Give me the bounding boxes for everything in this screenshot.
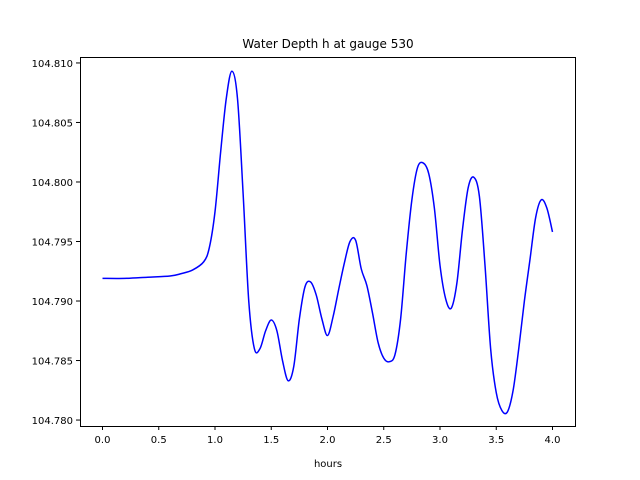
x-tick-label: 4.0 bbox=[545, 435, 561, 446]
x-axis-label: hours bbox=[314, 459, 342, 470]
y-tick-label: 104.780 bbox=[32, 416, 73, 427]
x-tick-label: 3.0 bbox=[432, 435, 448, 446]
series-line bbox=[102, 70, 554, 415]
x-tick-label: 1.0 bbox=[207, 435, 223, 446]
plot-area bbox=[102, 70, 554, 415]
x-tick-label: 2.0 bbox=[320, 435, 336, 446]
plot-frame bbox=[80, 57, 576, 427]
x-tick-label: 0.0 bbox=[95, 435, 111, 446]
y-tick-label: 104.800 bbox=[32, 178, 73, 189]
y-tick-label: 104.795 bbox=[32, 238, 73, 249]
y-tick-label: 104.790 bbox=[32, 297, 73, 308]
x-tick-label: 3.5 bbox=[488, 435, 504, 446]
y-tick-label: 104.810 bbox=[32, 59, 73, 70]
x-tick-label: 1.5 bbox=[263, 435, 279, 446]
y-axis: 104.780 104.785 104.790 104.795 104.800 104.8… bbox=[32, 59, 80, 427]
chart-title: Water Depth h at gauge 530 bbox=[242, 37, 413, 51]
y-tick-label: 104.785 bbox=[32, 357, 73, 368]
x-tick-label: 2.5 bbox=[376, 435, 392, 446]
x-axis: 0.0 0.5 1.0 1.5 2.0 2.5 3.0 3.5 4.0 bbox=[95, 426, 561, 446]
y-tick-label: 104.805 bbox=[32, 118, 73, 129]
x-tick-label: 0.5 bbox=[151, 435, 167, 446]
